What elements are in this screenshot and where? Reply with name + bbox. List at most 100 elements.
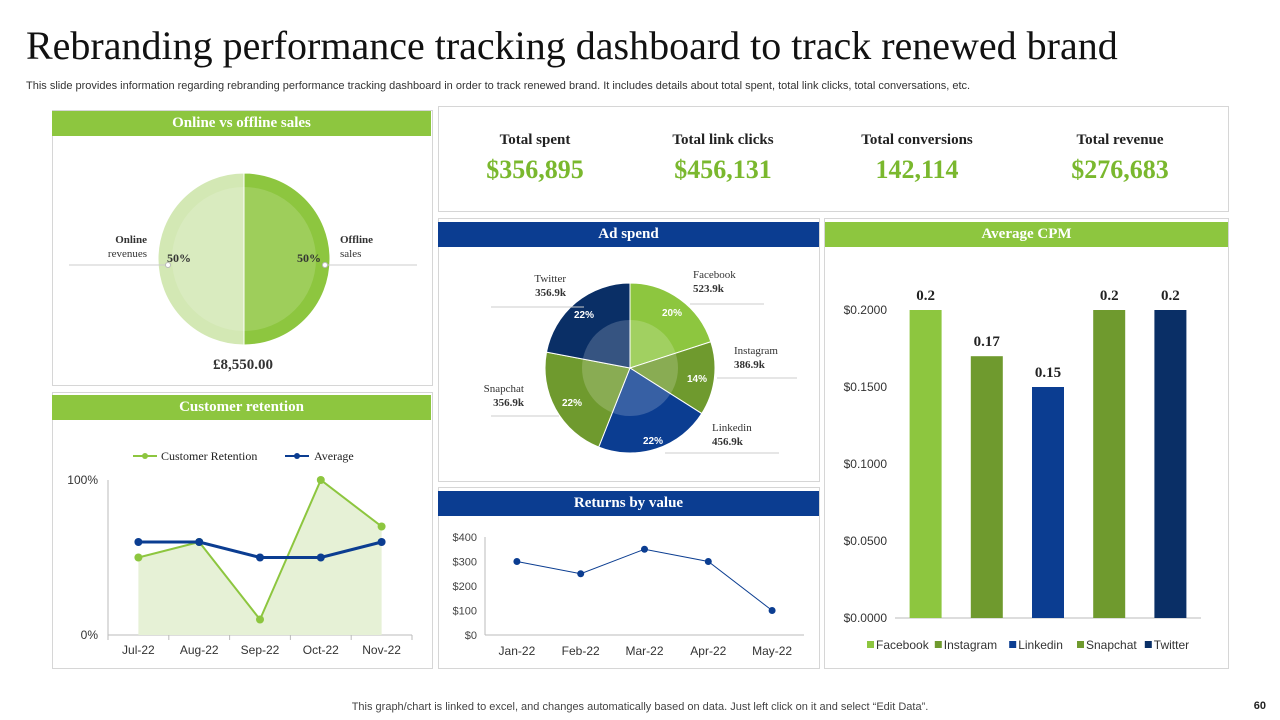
cpm-bar-facebook <box>909 310 942 618</box>
cpm-data-label: 0.17 <box>974 334 1001 350</box>
y-tick-label: 0% <box>81 628 99 642</box>
retention-header: Customer retention <box>52 395 431 420</box>
legend-swatch <box>1144 641 1152 648</box>
legend-label: Customer Retention <box>161 449 257 463</box>
retention-point <box>256 615 264 624</box>
x-tick-label: Feb-22 <box>562 644 600 658</box>
pie-pct-label: 50% <box>297 251 321 265</box>
kpi-label: Total spent <box>499 132 571 148</box>
ad-spend-pct: 14% <box>687 374 707 385</box>
page-number: 60 <box>1253 700 1266 712</box>
kpi-label: Total conversions <box>861 132 973 148</box>
average-point <box>316 553 325 562</box>
kpi-panel <box>438 106 1229 212</box>
y-tick-label: $0.2000 <box>844 303 888 317</box>
legend-swatch <box>934 641 942 648</box>
legend-label: Linkedin <box>1018 638 1063 652</box>
retention-point <box>377 522 386 531</box>
leader-dot <box>165 262 171 268</box>
cpm-bar-instagram <box>970 356 1003 618</box>
returns-point <box>513 558 521 565</box>
legend-label: Twitter <box>1154 638 1189 652</box>
legend-marker <box>142 453 148 459</box>
slide-subtitle: This slide provides information regardin… <box>26 80 971 92</box>
y-tick-label: $0 <box>465 630 477 642</box>
legend-label: Instagram <box>944 638 997 652</box>
online-offline-header: Online vs offline sales <box>52 111 431 136</box>
returns-line-chart[interactable]: $0 $100 $200 $300 $400 Jan-22 Feb-22 Mar-22 Apr-… <box>439 517 819 667</box>
ad-spend-slice-facebook <box>629 282 712 369</box>
y-tick-label: $0.0000 <box>844 611 888 625</box>
pie-inner-ring <box>172 187 316 331</box>
returns-line <box>516 548 773 611</box>
online-offline-pie-chart[interactable]: Online revenues Offline sales 50% 50% <box>53 137 431 383</box>
x-tick-label: Apr-22 <box>690 644 726 658</box>
ad-spend-amount: 386.9k <box>734 359 766 371</box>
average-point <box>256 553 264 562</box>
pie-pct-label: 50% <box>167 251 191 265</box>
ad-spend-pie-chart[interactable]: Facebook 523.9k 20% Instagram 386.9k 14% Linke… <box>439 248 819 480</box>
legend-marker <box>294 453 300 459</box>
returns-point <box>641 545 648 553</box>
retention-point <box>134 553 143 562</box>
cpm-bar-linkedin <box>1032 387 1064 618</box>
cpm-data-label: 0.2 <box>1100 288 1119 304</box>
legend-swatch <box>1009 641 1017 648</box>
kpi-value: 142,114 <box>875 155 959 184</box>
returns-point <box>704 558 712 565</box>
pie-label: revenues <box>108 248 147 260</box>
y-tick-label: 100% <box>67 473 98 487</box>
y-tick-label: $0.1000 <box>844 457 888 471</box>
x-tick-label: Aug-22 <box>180 643 219 657</box>
ad-spend-label: Instagram <box>734 345 778 357</box>
x-tick-label: Jul-22 <box>122 643 155 657</box>
kpi-value: $456,131 <box>674 155 772 184</box>
ad-spend-pct: 20% <box>662 308 682 319</box>
pie-inner-ring <box>582 320 678 416</box>
cpm-data-label: 0.2 <box>916 288 935 304</box>
kpi-label: Total link clicks <box>672 132 774 148</box>
legend-swatch <box>1077 641 1084 648</box>
ad-spend-slice-snapchat <box>544 351 631 448</box>
ad-spend-amount: 356.9k <box>535 287 567 299</box>
returns-point <box>768 607 776 614</box>
y-tick-label: $200 <box>453 581 477 593</box>
kpi-value: $276,683 <box>1071 155 1169 184</box>
kpi-label: Total revenue <box>1076 132 1164 148</box>
ad-spend-slice-twitter <box>545 282 631 369</box>
ad-spend-slice-instagram <box>628 341 716 415</box>
returns-point <box>577 570 585 578</box>
pie-slice-online-revenues <box>157 172 245 346</box>
average-point <box>377 538 386 546</box>
cpm-bar-chart[interactable]: $0.0000 $0.0500 $0.1000 $0.1500 $0.2000 0.2 0.… <box>825 248 1228 667</box>
kpi-total-conversions: Total conversions 142,114 <box>822 132 1012 185</box>
pie-label: sales <box>340 248 361 260</box>
y-tick-label: $0.0500 <box>844 534 888 548</box>
slide-title: Rebranding performance tracking dashboar… <box>26 23 1118 68</box>
returns-header: Returns by value <box>438 491 819 516</box>
pie-label: Online <box>115 234 147 246</box>
x-tick-label: May-22 <box>752 644 792 658</box>
cpm-data-label: 0.15 <box>1035 365 1061 381</box>
kpi-total-revenue: Total revenue $276,683 <box>1025 132 1215 185</box>
y-tick-label: $100 <box>453 606 477 618</box>
pie-label: Offline <box>340 234 373 246</box>
ad-spend-amount: 356.9k <box>493 397 525 409</box>
kpi-total-link-clicks: Total link clicks $456,131 <box>628 132 818 185</box>
footer-note: This graph/chart is linked to excel, and… <box>351 701 929 713</box>
x-tick-label: Mar-22 <box>625 644 663 658</box>
ad-spend-label: Twitter <box>534 273 566 285</box>
x-tick-label: Jan-22 <box>499 644 536 658</box>
legend-swatch <box>867 641 874 648</box>
y-tick-label: $400 <box>453 532 477 544</box>
average-point <box>134 538 143 546</box>
x-tick-label: Sep-22 <box>241 643 280 657</box>
x-tick-label: Oct-22 <box>303 643 339 657</box>
returns-panel <box>438 487 820 669</box>
average-point <box>195 538 204 546</box>
retention-line-chart[interactable]: Customer Retention Average 100% 0% Jul-22 Aug… <box>53 421 431 667</box>
ad-spend-header: Ad spend <box>438 222 819 247</box>
x-tick-label: Nov-22 <box>362 643 401 657</box>
online-offline-total: £8,550.00 <box>213 357 273 373</box>
retention-point <box>316 476 325 484</box>
